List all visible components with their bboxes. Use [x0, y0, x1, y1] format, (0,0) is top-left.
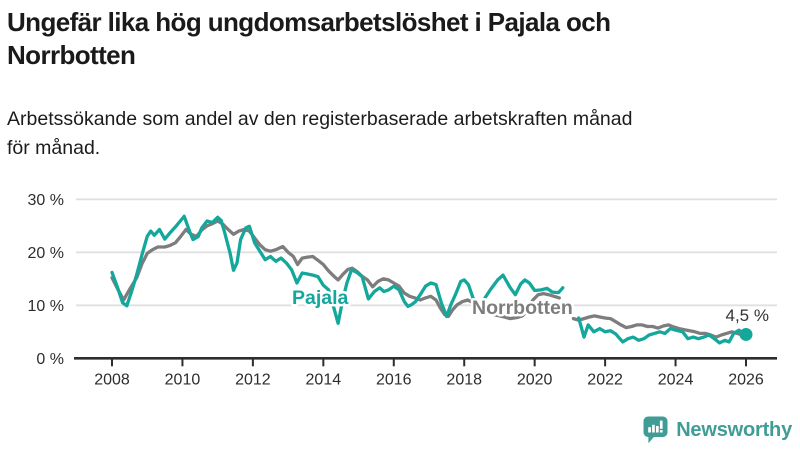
x-tick-label: 2020 [517, 371, 553, 388]
x-tick-label: 2022 [587, 371, 623, 388]
series-lines [110, 214, 748, 345]
newsworthy-logo: Newsworthy [643, 416, 792, 444]
series-line-pajala [110, 214, 748, 345]
annotations: 4,5 % [726, 306, 769, 341]
x-tick-label: 2018 [446, 371, 482, 388]
y-tick-label: 10 % [28, 298, 64, 315]
series-labels: Norrbotten Pajala [290, 285, 576, 322]
y-tick-label: 0 % [36, 351, 64, 368]
title-line-1: Ungefär lika hög ungdomsarbetslöshet i P… [7, 7, 611, 37]
subtitle-line-1: Arbetssökande som andel av den registerb… [7, 108, 633, 130]
y-tick-label: 20 % [28, 245, 64, 262]
x-tick-label: 2024 [658, 371, 694, 388]
chart-subtitle: Arbetssökande som andel av den registerb… [7, 105, 797, 163]
title-line-2: Norrbotten [7, 40, 136, 70]
x-tick-label: 2010 [165, 371, 201, 388]
series-line-norrbotten [110, 219, 745, 339]
x-tick-label: 2008 [94, 371, 130, 388]
brand-name: Newsworthy [676, 418, 792, 441]
subtitle-line-2: för månad. [7, 137, 101, 159]
series-label-pajala: Pajala [292, 287, 349, 309]
y-tick-label: 30 % [28, 192, 64, 209]
x-tick-label: 2026 [728, 371, 764, 388]
gridlines: 0 % 10 % 20 % 30 % [28, 192, 777, 368]
latest-value-label: 4,5 % [726, 306, 769, 325]
series-label-norrbotten: Norrbotten [472, 297, 573, 319]
newsworthy-icon [643, 416, 668, 444]
x-tick-label: 2012 [235, 371, 271, 388]
page-title: Ungefär lika hög ungdomsarbetslöshet i P… [7, 6, 797, 72]
x-tick-label: 2016 [376, 371, 412, 388]
chart-header: Ungefär lika hög ungdomsarbetslöshet i P… [7, 6, 797, 163]
latest-value-dot [739, 327, 753, 341]
x-axis: 2008 2010 2012 2014 2016 2018 2020 2022 2024 2026 [74, 357, 777, 388]
unemployment-line-chart: 0 % 10 % 20 % 30 % 2008 2010 2012 2014 2016 2018… [28, 192, 777, 388]
x-tick-label: 2014 [306, 371, 342, 388]
